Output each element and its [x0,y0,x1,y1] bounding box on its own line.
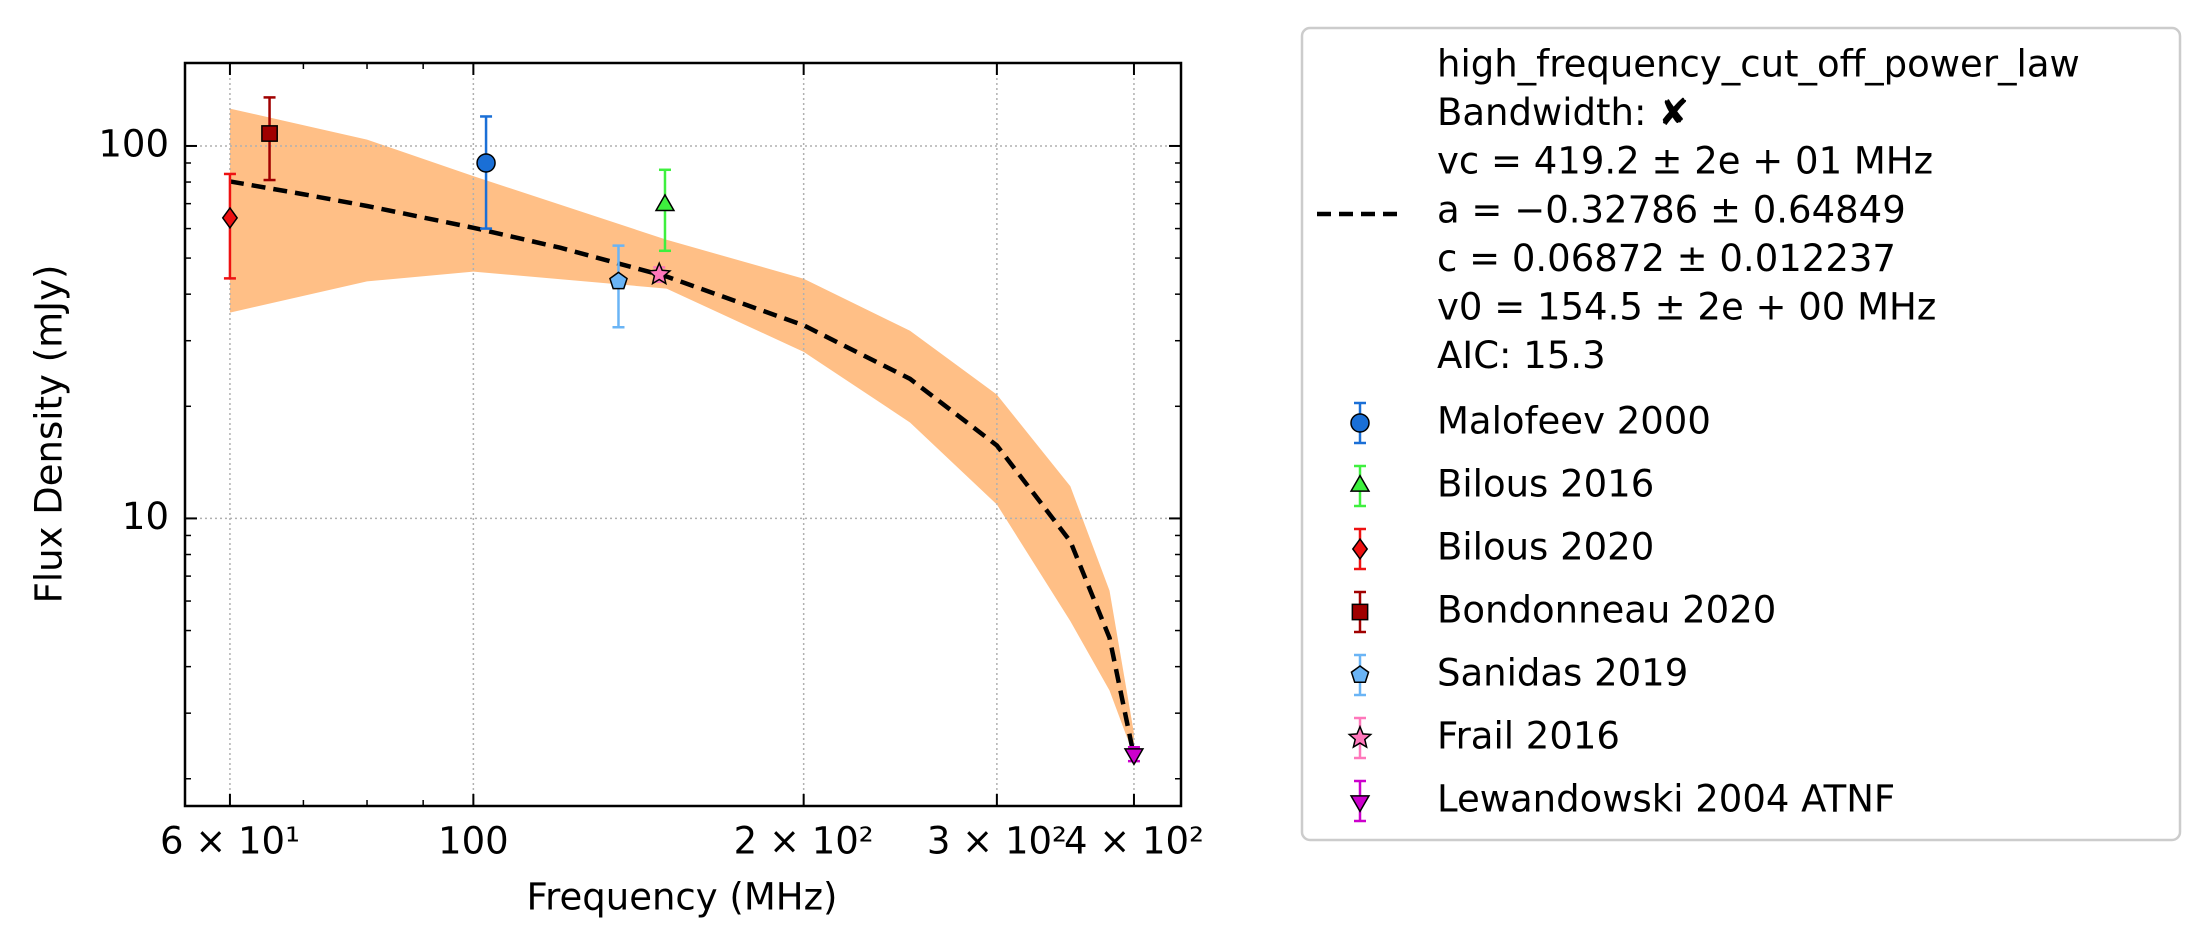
legend-label: Bilous 2016 [1437,463,1654,506]
legend-marker [1347,724,1373,749]
data-point [646,261,672,286]
fit-line [229,179,1137,757]
y-axis-label: Flux Density (mJy) [28,265,71,604]
x-tick-label: 6 × 10¹ [160,820,300,863]
data-point [654,193,676,212]
legend-marker [1349,795,1371,813]
y-tick-label: 100 [98,122,169,165]
x-tick-label: 100 [438,820,509,863]
data-point [261,125,278,142]
legend-label: vc = 419.2 ± 2e + 01 MHz [1437,140,1933,183]
legend-label: Frail 2016 [1437,715,1620,758]
y-tick-label: 10 [122,495,169,538]
legend-marker [1351,537,1369,561]
x-axis-label: Frequency (MHz) [527,876,838,919]
legend-label: Bandwidth: ✘ [1437,91,1689,134]
plot-frame [183,61,1183,808]
x-tick-label: 2 × 10² [734,820,874,863]
legend-label: Bondonneau 2020 [1437,589,1776,632]
legend-label: Lewandowski 2004 ATNF [1437,778,1895,821]
data-point [476,153,496,173]
data-point [1123,748,1145,766]
legend-label: Bilous 2020 [1437,526,1654,569]
legend-label: Sanidas 2019 [1437,652,1688,695]
legend-marker [1351,603,1369,621]
legend-label: a = −0.32786 ± 0.64849 [1437,188,1906,231]
x-tick-label: 4 × 10² [1064,820,1204,863]
legend-label: c = 0.06872 ± 0.012237 [1437,237,1896,280]
legend-label: AIC: 15.3 [1437,334,1606,377]
data-point [221,206,239,230]
legend-marker [1350,413,1370,433]
x-tick-label: 3 × 10² [927,820,1067,863]
confidence-band [229,108,1134,757]
legend-label: high_frequency_cut_off_power_law [1437,43,2080,86]
legend-marker [1349,474,1371,492]
legend-label: Malofeev 2000 [1437,400,1711,443]
legend-box [1300,26,2182,842]
data-point [609,271,628,290]
legend-marker [1350,665,1370,684]
legend-label: v0 = 154.5 ± 2e + 00 MHz [1437,286,1936,329]
